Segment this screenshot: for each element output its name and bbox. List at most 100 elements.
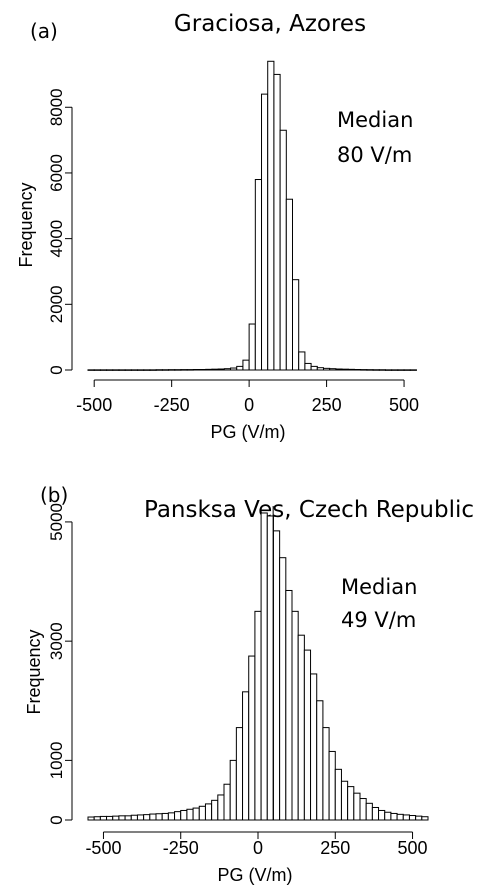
panel-b-y-axis: 0 1000 3000 5000 (47, 503, 73, 825)
histogram-bar (106, 815, 114, 821)
histogram-bar (204, 803, 213, 821)
histogram-bar (390, 812, 398, 821)
histogram-bar (93, 369, 101, 371)
histogram-bar (161, 369, 170, 371)
histogram-bar (143, 814, 151, 821)
histogram-bar (229, 759, 237, 821)
histogram-bar (353, 369, 362, 371)
panel-b-x-axis: -500 -250 0 250 500 (85, 831, 428, 858)
y-tick-label: 5000 (47, 503, 66, 541)
histogram-bar (223, 783, 231, 821)
histogram-bar (235, 727, 244, 821)
histogram-bar (161, 812, 169, 821)
histogram-bar (155, 369, 163, 371)
panel-a-x-axis-label: PG (V/m) (211, 422, 286, 442)
histogram-bar (174, 811, 182, 821)
y-tick-label: 4000 (47, 220, 66, 258)
histogram-bar (186, 808, 194, 821)
histogram-bar (112, 815, 120, 821)
histogram-bar (217, 368, 225, 371)
histogram-bar (347, 368, 355, 371)
histogram-bar (260, 512, 268, 821)
histogram-bar (322, 367, 331, 371)
histogram-bar (291, 610, 299, 821)
histogram-bar (155, 813, 163, 821)
panel-a-y-axis: 0 2000 4000 6000 8000 (47, 88, 73, 375)
histogram-bar (335, 368, 343, 371)
histogram-bar (87, 816, 95, 821)
histogram-bar (328, 750, 336, 821)
histogram-bar (236, 365, 244, 371)
panel-b-title: Pansksa Ves, Czech Republic (144, 497, 474, 523)
histogram-bar (272, 530, 281, 821)
histogram-bar (186, 369, 194, 371)
histogram-bar (285, 589, 293, 821)
histogram-bar (359, 798, 367, 821)
histogram-bar (402, 814, 410, 821)
panel-a-bars (87, 60, 417, 371)
histogram-bar (310, 673, 318, 821)
panel-a-x-axis: -500 -250 0 250 500 (76, 379, 419, 415)
histogram-bar (87, 369, 95, 371)
histogram-bar (341, 368, 349, 371)
histogram-bar (199, 369, 207, 371)
panel-a-label: (a) (30, 19, 58, 43)
panel-a-y-axis-label: Frequency (16, 182, 36, 267)
histogram-bar (292, 279, 300, 371)
histogram-bar (112, 369, 120, 371)
histogram-bar (329, 368, 337, 371)
histogram-bar (149, 813, 157, 821)
histogram-bar (334, 768, 342, 821)
panel-b-y-axis-label: Frequency (24, 629, 44, 714)
x-tick-label: -250 (163, 838, 199, 858)
histogram-bar (353, 792, 361, 821)
x-tick-label: -250 (154, 395, 190, 415)
histogram-bar (365, 802, 373, 821)
x-tick-label: 250 (320, 838, 350, 858)
histogram-bar (217, 794, 225, 821)
histogram-bar (304, 362, 312, 371)
panel-a-median-value: 80 V/m (337, 143, 412, 167)
x-tick-label: 0 (253, 838, 263, 858)
histogram-bar (347, 786, 355, 821)
histogram-bar (261, 93, 269, 371)
histogram-bar (266, 515, 274, 821)
histogram-bar (168, 369, 176, 371)
panel-b-x-axis-label: PG (V/m) (218, 865, 293, 885)
histogram-bar (93, 816, 101, 821)
panel-b: (b) Pansksa Ves, Czech Republic Median 4… (24, 483, 474, 885)
histogram-bar (378, 369, 386, 371)
histogram-bar (174, 369, 182, 371)
histogram-bar (106, 369, 114, 371)
histogram-bar (242, 691, 250, 821)
y-tick-label: 2000 (47, 285, 66, 323)
y-tick-label: 0 (47, 365, 66, 374)
histogram-bar (124, 369, 132, 371)
histogram-bar (248, 655, 256, 821)
histogram-bar (360, 369, 368, 371)
panel-b-median-label: Median (341, 575, 417, 599)
histogram-bar (297, 634, 305, 821)
panel-b-median-value: 49 V/m (341, 608, 416, 632)
histogram-bar (118, 369, 126, 371)
histogram-bar (248, 323, 256, 371)
histogram-bar (230, 367, 238, 371)
histogram-bar (340, 780, 349, 821)
histogram-bar (384, 811, 392, 821)
histogram-bar (180, 809, 188, 821)
histogram-bar (124, 815, 132, 821)
histogram-bar (408, 815, 417, 821)
histogram-bar (99, 369, 108, 371)
histogram-bar (167, 812, 176, 821)
histogram-bar (285, 198, 294, 371)
histogram-bar (378, 809, 386, 821)
y-tick-label: 3000 (47, 622, 66, 660)
x-tick-label: -500 (85, 838, 121, 858)
histogram-bar (130, 814, 138, 821)
histogram-bar (254, 610, 262, 821)
histogram-bar (415, 815, 423, 821)
x-tick-label: 500 (398, 838, 428, 858)
x-tick-label: 250 (312, 395, 342, 415)
histogram-bar (180, 369, 188, 371)
